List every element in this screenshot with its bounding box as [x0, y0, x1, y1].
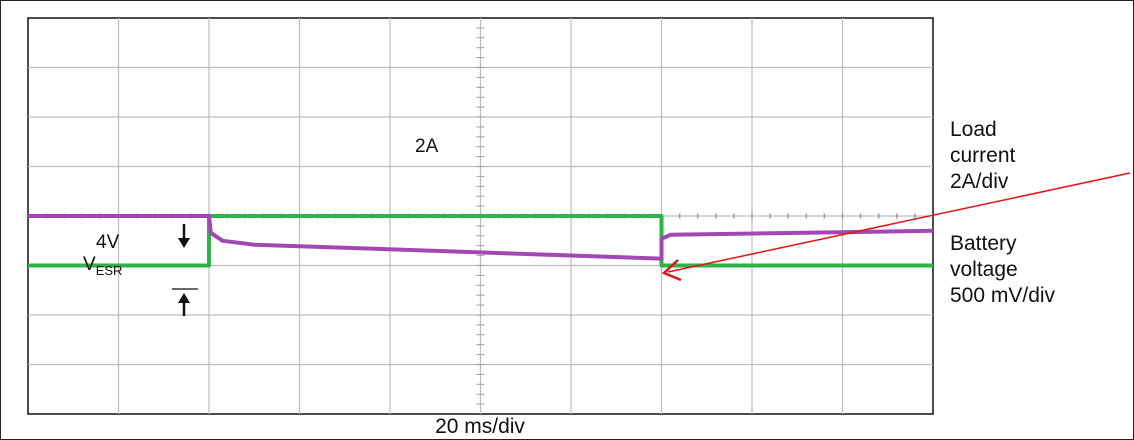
- trace-battery-voltage: [28, 214, 934, 261]
- vesr-bottom-arrow-head: [178, 293, 190, 303]
- vesr-label: VESR: [83, 254, 122, 278]
- vesr-arrows: [172, 224, 198, 316]
- side-label-current-line2: current: [950, 144, 1016, 167]
- x-axis-scale-label: 20 ms/div: [435, 415, 525, 438]
- vesr-subscript: ESR: [96, 263, 123, 278]
- pointer-arrow: [661, 172, 1131, 282]
- voltage-level-label: 4V: [96, 232, 120, 253]
- side-label-current-scale: 2A/div: [950, 170, 1009, 193]
- vesr-top-arrow-head: [178, 238, 190, 248]
- vesr-main: V: [83, 254, 96, 275]
- current-level-label: 2A: [415, 136, 439, 157]
- side-label-current-line1: Load: [950, 118, 997, 141]
- side-label-voltage-line1: Battery: [950, 232, 1017, 255]
- pointer-arrow-line: [667, 172, 1131, 273]
- pointer-arrow-head: [661, 259, 682, 282]
- traces: [28, 214, 934, 268]
- trace-load-current: [28, 214, 933, 268]
- side-label-voltage-scale: 500 mV/div: [950, 284, 1056, 307]
- side-label-voltage-line2: voltage: [950, 258, 1018, 281]
